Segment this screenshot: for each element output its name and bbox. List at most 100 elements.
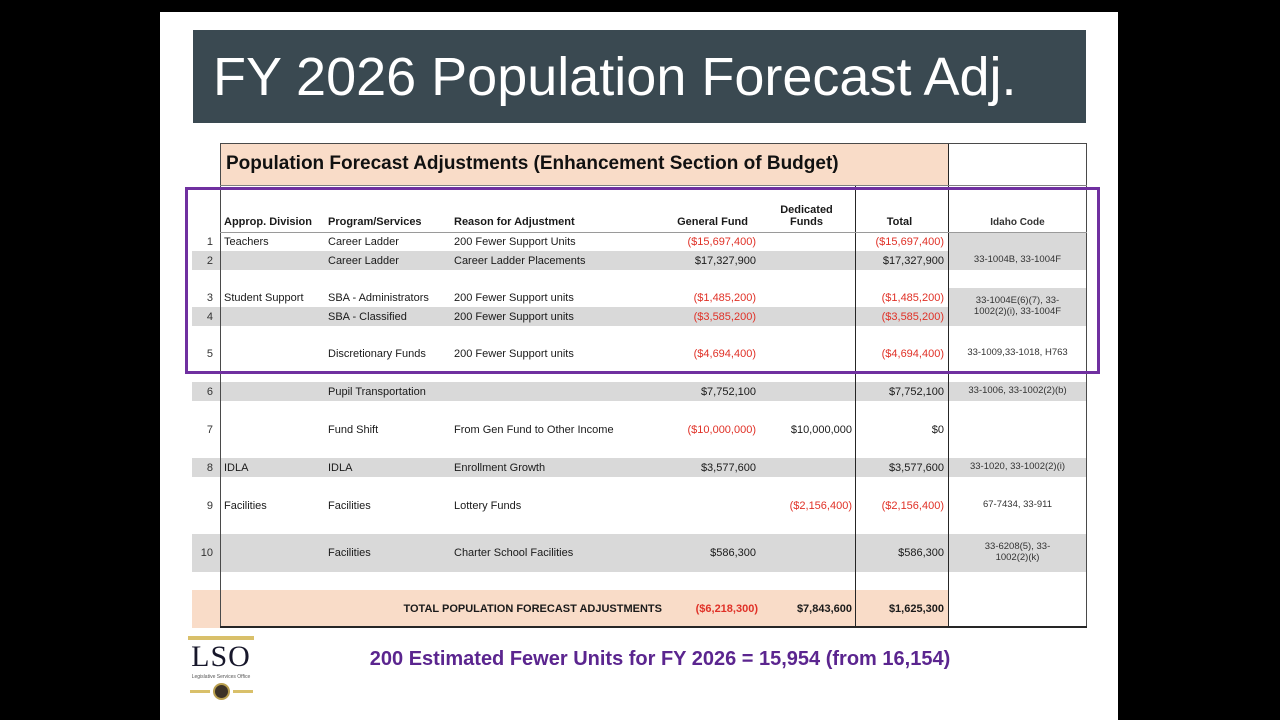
row-spacer	[192, 477, 1087, 496]
total-cell: ($3,585,200)	[881, 310, 944, 323]
total-cell: ($4,694,400)	[881, 347, 944, 360]
division-cell	[220, 307, 324, 326]
reason-cell: Career Ladder Placements	[454, 254, 586, 267]
col-header-idaho-code: Idaho Code	[990, 216, 1045, 228]
table-total-row: TOTAL POPULATION FORECAST ADJUSTMENTS ($…	[192, 590, 1087, 628]
lso-subtitle: Legislative Services Office	[191, 674, 251, 680]
general-fund-cell: ($3,585,200)	[693, 310, 756, 323]
total-general-fund-cell: ($6,218,300)	[695, 603, 758, 615]
total-total-cell: $1,625,300	[888, 603, 944, 615]
reason-cell: 200 Fewer Support units	[454, 291, 574, 304]
idaho-code-cell: 33-1004B, 33-1004F	[973, 254, 1062, 266]
table-row: 6 Pupil Transportation $7,752,100 $7,752…	[192, 382, 1087, 401]
reason-cell: From Gen Fund to Other Income	[454, 423, 614, 436]
division-cell: Facilities	[224, 499, 267, 512]
division-cell: Student Support	[224, 291, 304, 304]
table-row: 9 Facilities Facilities Lottery Funds ($…	[192, 496, 1087, 515]
division-cell	[220, 382, 324, 401]
general-fund-cell: $7,752,100	[700, 385, 756, 398]
total-cell: ($1,485,200)	[881, 291, 944, 304]
row-num-cell: 2	[206, 254, 213, 267]
table-caption-row: Population Forecast Adjustments (Enhance…	[192, 143, 1087, 185]
idaho-code-cell: 67-7434, 33-911	[982, 499, 1053, 511]
table-header-row: Approp. Division Program/Services Reason…	[192, 185, 1087, 232]
total-cell: $7,752,100	[888, 385, 944, 398]
table-row: 2 Career Ladder Career Ladder Placements…	[192, 251, 1087, 270]
dedicated-funds-cell	[758, 458, 855, 477]
row-num-cell: 4	[206, 310, 213, 323]
col-header-division: Approp. Division	[224, 216, 312, 228]
row-spacer	[192, 363, 1087, 382]
general-fund-cell	[638, 496, 758, 515]
reason-cell: 200 Fewer Support units	[454, 347, 574, 360]
general-fund-cell: ($15,697,400)	[687, 235, 757, 248]
division-cell: IDLA	[224, 461, 249, 474]
total-idaho-code-cell	[948, 590, 1087, 628]
dedicated-funds-cell	[758, 534, 855, 572]
table-row: 4 SBA - Classified 200 Fewer Support uni…	[192, 307, 1087, 326]
row-num-cell: 6	[206, 385, 213, 398]
program-cell: Fund Shift	[328, 423, 379, 436]
slide-title: FY 2026 Population Forecast Adj.	[213, 46, 1017, 107]
total-cell: $0	[931, 423, 944, 436]
gutter-spacer	[192, 185, 220, 232]
lso-logo-bar	[188, 636, 254, 640]
dedicated-funds-cell: ($2,156,400)	[789, 499, 852, 512]
general-fund-cell: ($10,000,000)	[687, 423, 757, 436]
slide-footnote: 200 Estimated Fewer Units for FY 2026 = …	[369, 648, 951, 670]
division-cell: Teachers	[224, 235, 269, 248]
division-cell	[220, 534, 324, 572]
dedicated-funds-cell	[758, 288, 855, 307]
idaho-code-cell	[948, 420, 1087, 439]
dedicated-funds-cell	[758, 307, 855, 326]
col-header-general-fund: General Fund	[677, 216, 748, 228]
table-row: 1 Teachers Career Ladder 200 Fewer Suppo…	[192, 232, 1087, 251]
total-cell: $3,577,600	[888, 461, 944, 474]
lso-logo: LSO Legislative Services Office	[188, 636, 254, 700]
dedicated-funds-cell	[758, 344, 855, 363]
idaho-code-cell: 33-6208(5), 33- 1002(2)(k)	[984, 541, 1051, 563]
reason-cell: 200 Fewer Support Units	[454, 235, 576, 248]
row-spacer	[192, 401, 1087, 420]
slide: FY 2026 Population Forecast Adj. Populat…	[160, 12, 1118, 720]
reason-cell: Enrollment Growth	[454, 461, 546, 474]
total-cell: $17,327,900	[882, 254, 944, 267]
program-cell: IDLA	[328, 461, 353, 474]
row-spacer	[192, 439, 1087, 458]
idaho-code-cell	[948, 232, 1087, 251]
program-cell: SBA - Administrators	[328, 291, 429, 304]
col-header-program: Program/Services	[328, 216, 422, 228]
program-cell: Pupil Transportation	[328, 385, 426, 398]
general-fund-cell: ($4,694,400)	[693, 347, 756, 360]
col-header-dedicated-funds: Dedicated Funds	[780, 204, 833, 228]
table-row: 7 Fund Shift From Gen Fund to Other Inco…	[192, 420, 1087, 439]
idaho-code-cell: 33-1009,33-1018, H763	[967, 347, 1068, 359]
general-fund-cell: $586,300	[710, 547, 756, 559]
gutter-spacer	[192, 143, 220, 185]
division-cell	[220, 344, 324, 363]
idaho-code-cell: 33-1006, 33-1002(2)(b)	[968, 385, 1067, 397]
row-spacer	[192, 270, 1087, 288]
total-row-label: TOTAL POPULATION FORECAST ADJUSTMENTS	[403, 603, 662, 615]
reason-cell: Charter School Facilities	[454, 547, 574, 559]
program-cell: SBA - Classified	[328, 310, 407, 323]
general-fund-cell: ($1,485,200)	[693, 291, 756, 304]
general-fund-cell: $17,327,900	[694, 254, 756, 267]
idaho-code-cell: 33-1004E(6)(7), 33-	[948, 288, 1087, 307]
total-cell: ($2,156,400)	[881, 499, 944, 512]
idaho-code-cell: 1002(2)(i), 33-1004F	[973, 307, 1062, 317]
row-spacer	[192, 572, 1087, 590]
row-num-cell: 3	[206, 291, 213, 304]
row-spacer	[192, 326, 1087, 344]
total-dedicated-funds-cell: $7,843,600	[796, 603, 852, 615]
reason-cell	[450, 382, 638, 401]
row-num-cell: 10	[200, 547, 213, 559]
row-num-cell: 5	[206, 347, 213, 360]
row-num-cell: 9	[206, 499, 213, 512]
table-row: 5 Discretionary Funds 200 Fewer Support …	[192, 344, 1087, 363]
lso-seal-icon	[188, 683, 254, 700]
program-cell: Career Ladder	[328, 235, 399, 248]
slide-title-banner: FY 2026 Population Forecast Adj.	[193, 30, 1086, 123]
row-num-cell: 1	[206, 235, 213, 248]
